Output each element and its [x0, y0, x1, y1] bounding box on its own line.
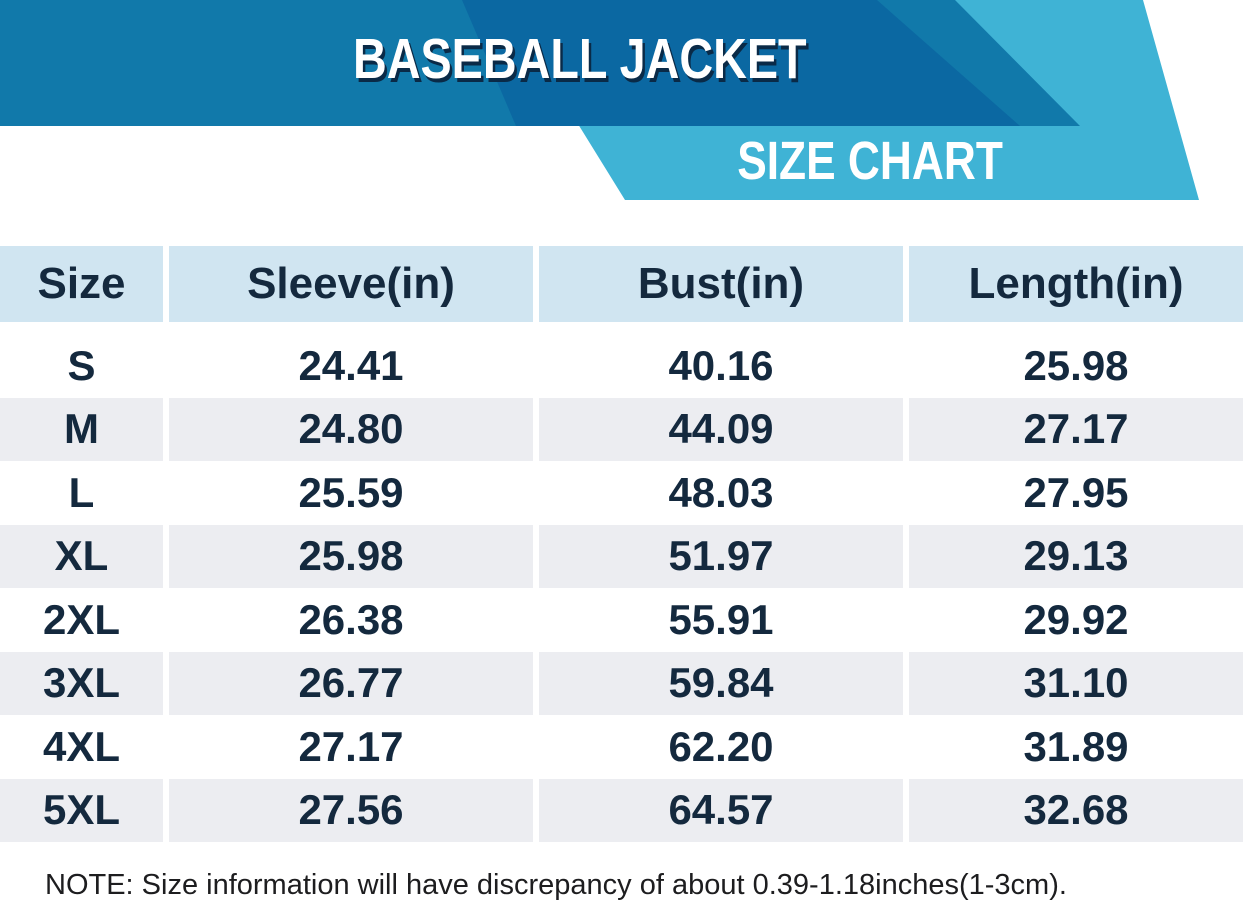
cell-size: XL — [0, 524, 163, 588]
cell-bust: 48.03 — [539, 461, 903, 525]
size-table: Size Sleeve(in) Bust(in) Length(in) S 24… — [0, 246, 1243, 842]
cell-bust: 40.16 — [539, 334, 903, 398]
cell-sleeve: 27.17 — [169, 715, 533, 779]
column-header-size: Size — [0, 246, 163, 322]
column-header-length: Length(in) — [909, 246, 1243, 322]
cell-length: 29.92 — [909, 588, 1243, 652]
cell-size: 5XL — [0, 778, 163, 842]
header-gap — [0, 322, 1243, 334]
cell-sleeve: 26.77 — [169, 651, 533, 715]
cell-sleeve: 26.38 — [169, 588, 533, 652]
cell-bust: 59.84 — [539, 651, 903, 715]
note-text: NOTE: Size information will have discrep… — [45, 869, 1067, 901]
cell-length: 32.68 — [909, 778, 1243, 842]
cell-length: 29.13 — [909, 524, 1243, 588]
cell-length: 31.10 — [909, 651, 1243, 715]
page-title: BASEBALL JACKET — [353, 27, 807, 91]
cell-size: 3XL — [0, 651, 163, 715]
cell-bust: 55.91 — [539, 588, 903, 652]
cell-size: M — [0, 397, 163, 461]
cell-size: S — [0, 334, 163, 398]
cell-length: 31.89 — [909, 715, 1243, 779]
cell-length: 27.17 — [909, 397, 1243, 461]
cell-bust: 64.57 — [539, 778, 903, 842]
size-chart-ribbon-shape — [578, 0, 1199, 200]
cell-sleeve: 25.98 — [169, 524, 533, 588]
cell-sleeve: 24.80 — [169, 397, 533, 461]
cell-bust: 51.97 — [539, 524, 903, 588]
cell-size: 2XL — [0, 588, 163, 652]
banner-dark-accent-shape — [462, 0, 1020, 126]
banner-background — [0, 0, 1199, 200]
cell-sleeve: 27.56 — [169, 778, 533, 842]
cell-length: 27.95 — [909, 461, 1243, 525]
cell-length: 25.98 — [909, 334, 1243, 398]
column-header-bust: Bust(in) — [539, 246, 903, 322]
cell-bust: 62.20 — [539, 715, 903, 779]
cell-sleeve: 25.59 — [169, 461, 533, 525]
cell-bust: 44.09 — [539, 397, 903, 461]
column-header-sleeve: Sleeve(in) — [169, 246, 533, 322]
cell-size: 4XL — [0, 715, 163, 779]
cell-sleeve: 24.41 — [169, 334, 533, 398]
cell-size: L — [0, 461, 163, 525]
size-chart-label: SIZE CHART — [737, 131, 1003, 191]
